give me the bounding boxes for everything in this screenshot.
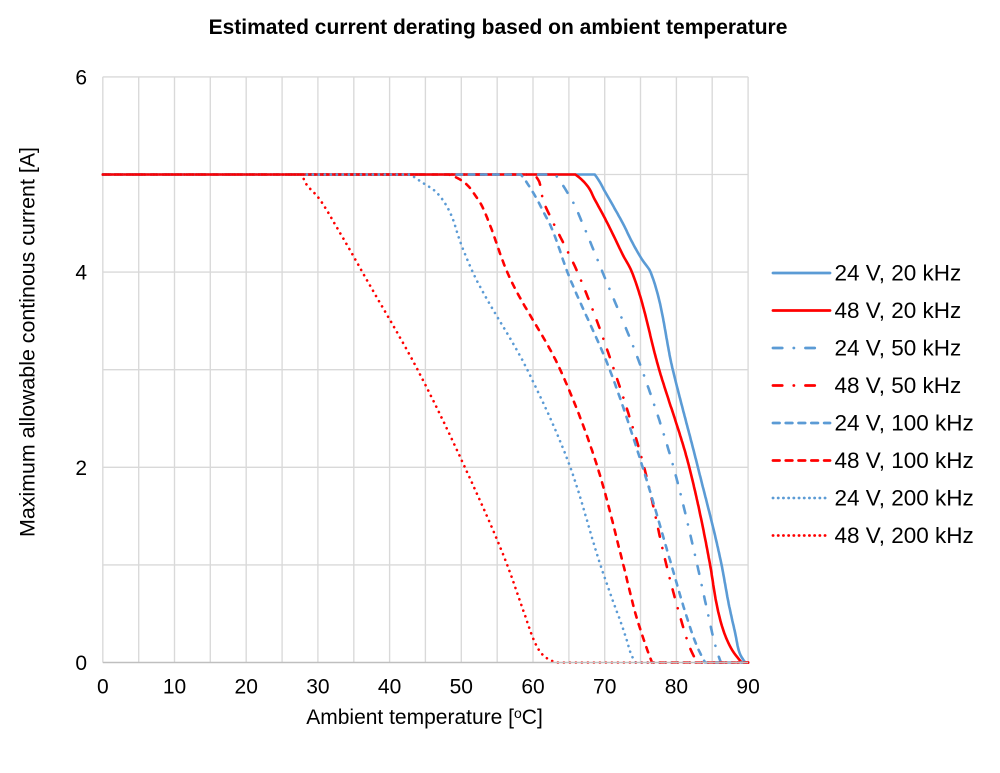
svg-text:0: 0 bbox=[97, 676, 109, 699]
svg-text:0: 0 bbox=[75, 652, 87, 675]
svg-text:48 V, 20 kHz: 48 V, 20 kHz bbox=[835, 298, 962, 323]
svg-text:40: 40 bbox=[378, 676, 401, 699]
svg-text:24 V, 20 kHz: 24 V, 20 kHz bbox=[835, 260, 962, 285]
svg-text:90: 90 bbox=[736, 676, 759, 699]
svg-text:2: 2 bbox=[75, 457, 87, 480]
svg-text:Maximum allowable continous cu: Maximum allowable continous current [A] bbox=[16, 147, 40, 537]
svg-text:20: 20 bbox=[235, 676, 258, 699]
svg-text:48 V, 100 kHz: 48 V, 100 kHz bbox=[835, 448, 974, 473]
svg-text:50: 50 bbox=[450, 676, 473, 699]
svg-text:30: 30 bbox=[306, 676, 329, 699]
svg-text:4: 4 bbox=[75, 262, 87, 285]
svg-text:60: 60 bbox=[521, 676, 544, 699]
svg-text:48 V, 50 kHz: 48 V, 50 kHz bbox=[835, 373, 962, 398]
svg-text:70: 70 bbox=[593, 676, 616, 699]
svg-text:Estimated current derating bas: Estimated current derating based on ambi… bbox=[209, 16, 788, 39]
svg-text:24 V, 50 kHz: 24 V, 50 kHz bbox=[835, 335, 962, 360]
svg-text:6: 6 bbox=[75, 66, 87, 89]
svg-text:48 V, 200 kHz: 48 V, 200 kHz bbox=[835, 523, 974, 548]
svg-text:Ambient temperature [oC]: Ambient temperature [oC] bbox=[306, 705, 543, 729]
svg-text:24 V, 100 kHz: 24 V, 100 kHz bbox=[835, 410, 974, 435]
svg-text:24 V, 200 kHz: 24 V, 200 kHz bbox=[835, 485, 974, 510]
svg-text:80: 80 bbox=[665, 676, 688, 699]
svg-text:10: 10 bbox=[163, 676, 186, 699]
